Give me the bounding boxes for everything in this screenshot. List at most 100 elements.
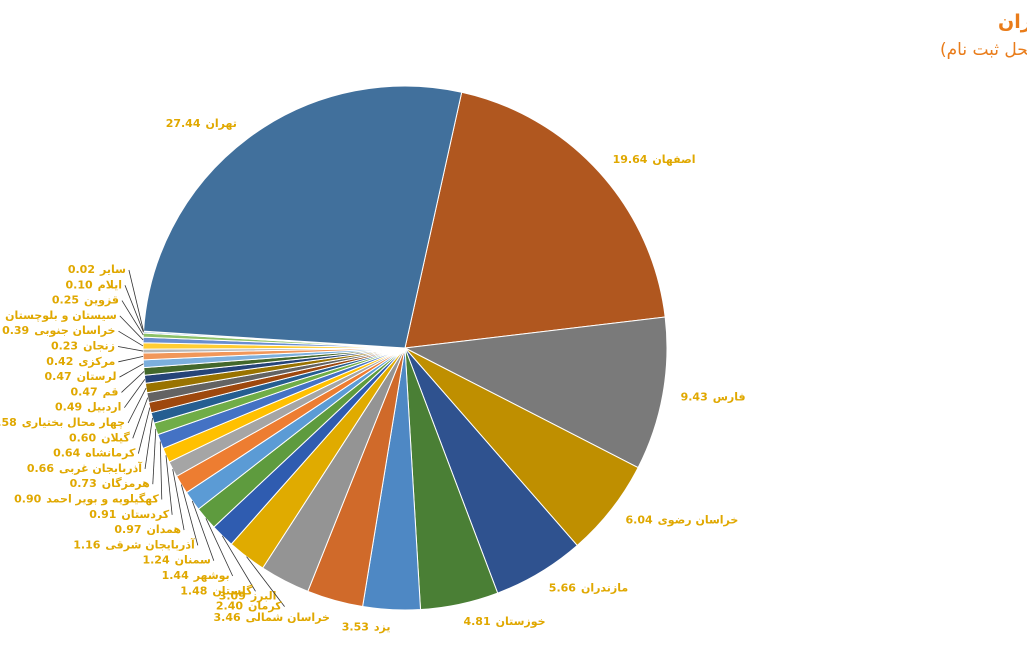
label-value: 0.02 <box>68 263 95 276</box>
leader-line <box>127 387 147 424</box>
label-value: 19.64 <box>613 153 648 166</box>
label-value: 2.40 <box>216 600 243 613</box>
label-name: لرستان <box>77 370 117 383</box>
label-name: خوزستان <box>496 615 546 628</box>
chart-subtitle: (بر اساس محل ثبت نام) <box>940 40 1027 60</box>
leader-line <box>124 379 146 408</box>
label-name: سیستان و بلوچستان <box>5 309 117 322</box>
label-name: کرمانشاه <box>85 447 136 460</box>
label-value: 0.97 <box>114 523 141 536</box>
label-name: کرمان <box>248 600 282 613</box>
label-value: 1.48 <box>180 584 207 597</box>
data-label: 6.04 خراسان رضوی <box>626 514 739 527</box>
data-label: 0.47 لرستان <box>45 370 117 383</box>
data-label: 9.43 فارس <box>681 391 746 404</box>
label-name: خراسان شمالی <box>246 611 330 624</box>
data-label: 0.34 سیستان و بلوچستان <box>0 309 117 322</box>
pie-slice <box>143 85 463 349</box>
leader-line <box>118 356 144 363</box>
label-name: سایر <box>99 263 126 276</box>
leader-line <box>132 397 149 439</box>
data-label: 0.91 کردستان <box>89 508 169 521</box>
data-label: 0.10 ایلام <box>66 278 122 291</box>
data-label: 0.39 خراسان جنوبی <box>2 324 115 337</box>
label-name: کهگیلویه و بویر احمد <box>46 493 159 506</box>
label-name: آذربایجان شرقی <box>105 537 195 551</box>
leader-line <box>221 535 256 592</box>
label-value: 9.43 <box>681 391 708 404</box>
leader-line <box>191 500 215 561</box>
label-name: البرز <box>250 590 277 603</box>
leader-line <box>118 330 144 347</box>
label-value: 1.44 <box>162 569 189 582</box>
label-value: 0.60 <box>69 431 96 444</box>
label-name: تهران <box>205 117 236 130</box>
leader-line <box>246 556 285 607</box>
data-label: 0.42 مرکزی <box>46 355 115 368</box>
leader-line <box>144 417 153 469</box>
data-label: 3.09 البرز <box>219 590 277 603</box>
data-label: 0.97 همدان <box>114 523 181 536</box>
pie-slice <box>403 316 668 469</box>
data-label: 1.48 گلستان <box>180 584 253 597</box>
label-value: 1.24 <box>142 554 169 567</box>
data-label: 0.73 هرمزگان <box>70 477 150 490</box>
label-name: خراسان رضوی <box>658 514 739 527</box>
label-value: 0.91 <box>89 508 116 521</box>
pie-slice <box>404 91 666 349</box>
label-value: 0.66 <box>27 462 54 475</box>
leader-line <box>205 518 234 577</box>
leader-line <box>119 363 144 378</box>
label-value: 4.81 <box>463 615 490 628</box>
leader-line <box>137 407 151 454</box>
label-name: اردبیل <box>87 401 121 414</box>
data-label: 1.44 بوشهر <box>162 569 230 582</box>
data-label: 0.60 گیلان <box>69 431 130 444</box>
label-value: 0.23 <box>51 340 78 353</box>
data-label: 27.44 تهران <box>166 117 237 130</box>
label-value: 0.90 <box>14 493 41 506</box>
label-name: سمنان <box>175 554 211 567</box>
label-name: اصفهان <box>652 153 695 166</box>
data-label: 5.66 مازندران <box>549 581 628 594</box>
label-name: بوشهر <box>193 569 230 582</box>
label-name: چهار محال بختیاری <box>22 416 125 429</box>
data-label: 4.81 خوزستان <box>463 615 545 628</box>
label-value: 1.16 <box>73 538 100 551</box>
data-label: 0.90 کهگیلویه و بویر احمد <box>14 493 159 506</box>
label-value: 0.49 <box>55 401 82 414</box>
label-name: همدان <box>147 523 182 536</box>
label-value: 0.73 <box>70 477 97 490</box>
label-value: 0.34 <box>0 309 1 322</box>
data-label: 19.64 اصفهان <box>613 153 696 166</box>
leader-line <box>117 346 144 352</box>
leader-line <box>159 441 163 500</box>
label-name: آذربایجان غربی <box>59 461 142 475</box>
data-label: 1.24 سمنان <box>142 554 210 567</box>
data-label: 0.02 سایر <box>68 263 126 276</box>
leader-line <box>152 428 157 485</box>
label-name: هرمزگان <box>102 477 150 490</box>
data-label: 0.58 چهار محال بختیاری <box>0 416 125 429</box>
leader-line <box>121 371 145 393</box>
label-value: 0.25 <box>52 294 79 307</box>
label-name: زنجان <box>83 340 115 353</box>
data-label: 0.64 کرمانشاه <box>53 447 136 460</box>
label-name: فارس <box>713 391 746 404</box>
chart-title: سهم استان ها از تعداد بازارسازان <box>998 11 1027 33</box>
label-value: 0.58 <box>0 416 17 429</box>
leader-line <box>119 315 144 341</box>
label-value: 3.09 <box>219 590 246 603</box>
label-name: مازندران <box>581 581 628 594</box>
data-label: 0.66 آذربایجان غربی <box>27 461 142 475</box>
leader-line <box>172 469 185 531</box>
label-value: 27.44 <box>166 117 201 130</box>
data-label: 0.25 قزوین <box>52 294 119 307</box>
label-value: 3.53 <box>342 621 369 634</box>
label-name: گلستان <box>212 584 253 597</box>
data-label: 3.53 یزد <box>342 621 391 634</box>
label-name: مرکزی <box>78 355 115 368</box>
label-value: 0.10 <box>66 278 93 291</box>
leader-line <box>180 484 199 546</box>
data-label: 0.49 اردبیل <box>55 401 121 414</box>
